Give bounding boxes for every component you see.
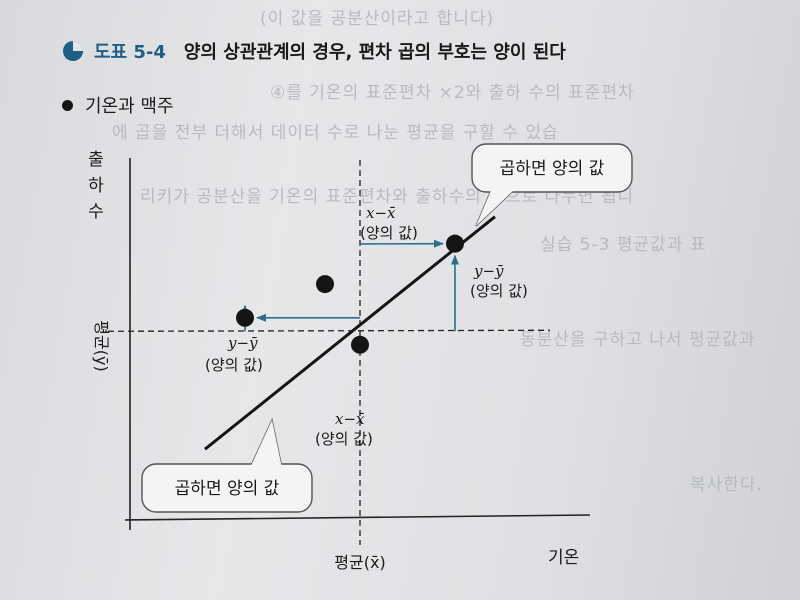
callout-top-tail-cover [476, 188, 514, 226]
positive-label-upper: (양의 값) [360, 224, 418, 242]
figure-number: 도표 5-4 [94, 42, 166, 63]
figure-header: 도표 5-4 양의 상관관계의 경우, 편차 곱의 부호는 양이 된다 [62, 36, 566, 66]
positive-label-right: (양의 값) [470, 282, 528, 300]
trend-line [204, 215, 496, 451]
x-axis-label: 기온 [548, 548, 579, 568]
y-axis-label: 수 [88, 202, 104, 222]
callout-top [471, 143, 633, 193]
figure-title: 양의 상관관계의 경우, 편차 곱의 부호는 양이 된다 [183, 42, 566, 63]
bleed-text-3: 에 곱을 전부 더해서 데이터 수로 나눈 평균을 구할 수 있습 [112, 123, 559, 143]
callout-top-text: 곱하면 양의 값 [500, 159, 605, 179]
subtitle-text: 기온과 맥주 [85, 96, 174, 117]
bleed-text-2: ④를 기온의 표준편차 ×2와 출하 수의 표준편차 [270, 83, 635, 103]
positive-label-left: (양의 값) [205, 356, 263, 374]
y-axis-label: 하 [88, 176, 104, 196]
data-point-4 [236, 308, 254, 327]
callout-bottom-tail-cover [250, 420, 282, 468]
dy-label-left: y−ȳ [227, 334, 258, 352]
data-point-3 [316, 275, 334, 294]
chart-subtitle: 기온과 맥주 [62, 92, 174, 118]
dy-label-right: y−ȳ [473, 262, 504, 280]
pie-chart-icon [63, 41, 83, 61]
data-point-1 [446, 234, 464, 253]
x-mean-label: 평균(x̄) [334, 553, 385, 572]
bleed-text-6: 동분산을 구하고 나서 평균값과 [520, 330, 756, 350]
bullet-icon [62, 99, 73, 111]
bleed-text-5: 실습 5-3 평균값과 표 [540, 235, 707, 255]
y-axis-label: 출 [88, 150, 104, 170]
callout-bottom [141, 463, 313, 513]
x-axis [124, 514, 591, 521]
positive-label-lower: (양의 값) [315, 430, 373, 448]
y-mean-line [107, 329, 551, 332]
callout-bottom-text: 곱하면 양의 값 [175, 479, 280, 499]
y-mean-label: 평균(ȳ) [92, 320, 111, 371]
bleed-text-1: (이 값을 공분산이라고 합니다) [260, 9, 495, 29]
bleed-text-7: 복사한다. [690, 475, 763, 495]
dx-label-upper: x−x̄ [366, 204, 396, 222]
data-point-2 [351, 335, 369, 354]
dx-label-lower: x−x̄ [335, 410, 365, 428]
